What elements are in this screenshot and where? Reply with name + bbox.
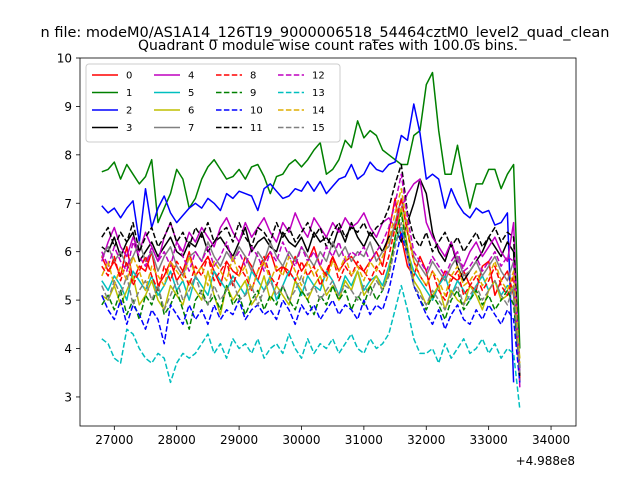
legend-label: 2 [126,106,132,117]
y-tick-label: 9 [64,100,72,114]
y-tick-label: 3 [64,390,72,404]
y-tick-label: 5 [64,294,72,308]
legend-label: 14 [312,106,325,117]
legend-label: 0 [126,71,132,82]
x-tick-label: 29000 [220,433,258,447]
axes-frame [79,57,577,427]
series-line-9 [101,212,521,368]
plot-area [79,57,577,427]
legend-label: 4 [188,71,194,82]
x-tick-label: 34000 [532,433,570,447]
legend-label: 10 [250,106,263,117]
y-axis: 3 4 5 6 7 8 9 10 [57,52,80,404]
x-tick-label: 27000 [95,433,133,447]
x-tick-label: 30000 [282,433,320,447]
series-line-11 [101,163,521,378]
chart-title: Quadrant 0 module wise count rates with … [138,38,518,54]
x-tick-label: 33000 [470,433,508,447]
series-line-1 [101,71,521,349]
legend-label: 7 [188,123,194,134]
y-tick-label: 4 [64,342,72,356]
x-tick-label: 32000 [407,433,445,447]
legend-label: 9 [250,88,256,99]
y-tick-label: 10 [57,52,72,66]
legend-label: 15 [312,123,325,134]
series-line-14 [101,187,521,364]
series-line-2 [101,103,515,383]
series-line-6 [101,207,521,359]
series-layer [101,71,521,410]
legend-label: 8 [250,71,256,82]
legend-label: 3 [126,123,132,134]
legend-label: 1 [126,88,132,99]
legend-label: 5 [188,88,194,99]
series-line-10 [101,231,521,383]
legend-label: 13 [312,88,325,99]
x-axis-offset-label: +4.988e8 [516,454,575,468]
series-line-7 [101,197,521,368]
legend-box [85,63,341,143]
x-axis: 27000 28000 29000 30000 31000 32000 33000 34000 [95,426,570,447]
y-tick-label: 6 [64,245,72,259]
series-line-12 [101,173,521,373]
y-tick-label: 7 [64,197,72,211]
legend-label: 11 [250,123,263,134]
legend-label: 12 [312,71,325,82]
series-line-15 [101,221,521,373]
legend-label: 6 [188,106,194,117]
series-line-13 [101,284,521,410]
y-tick-label: 8 [64,148,72,162]
figure-suptitle: n file: modeM0/AS1A14_126T19_9000006518_… [41,25,610,41]
x-tick-label: 28000 [158,433,196,447]
series-line-8 [101,197,521,378]
x-tick-label: 31000 [345,433,383,447]
